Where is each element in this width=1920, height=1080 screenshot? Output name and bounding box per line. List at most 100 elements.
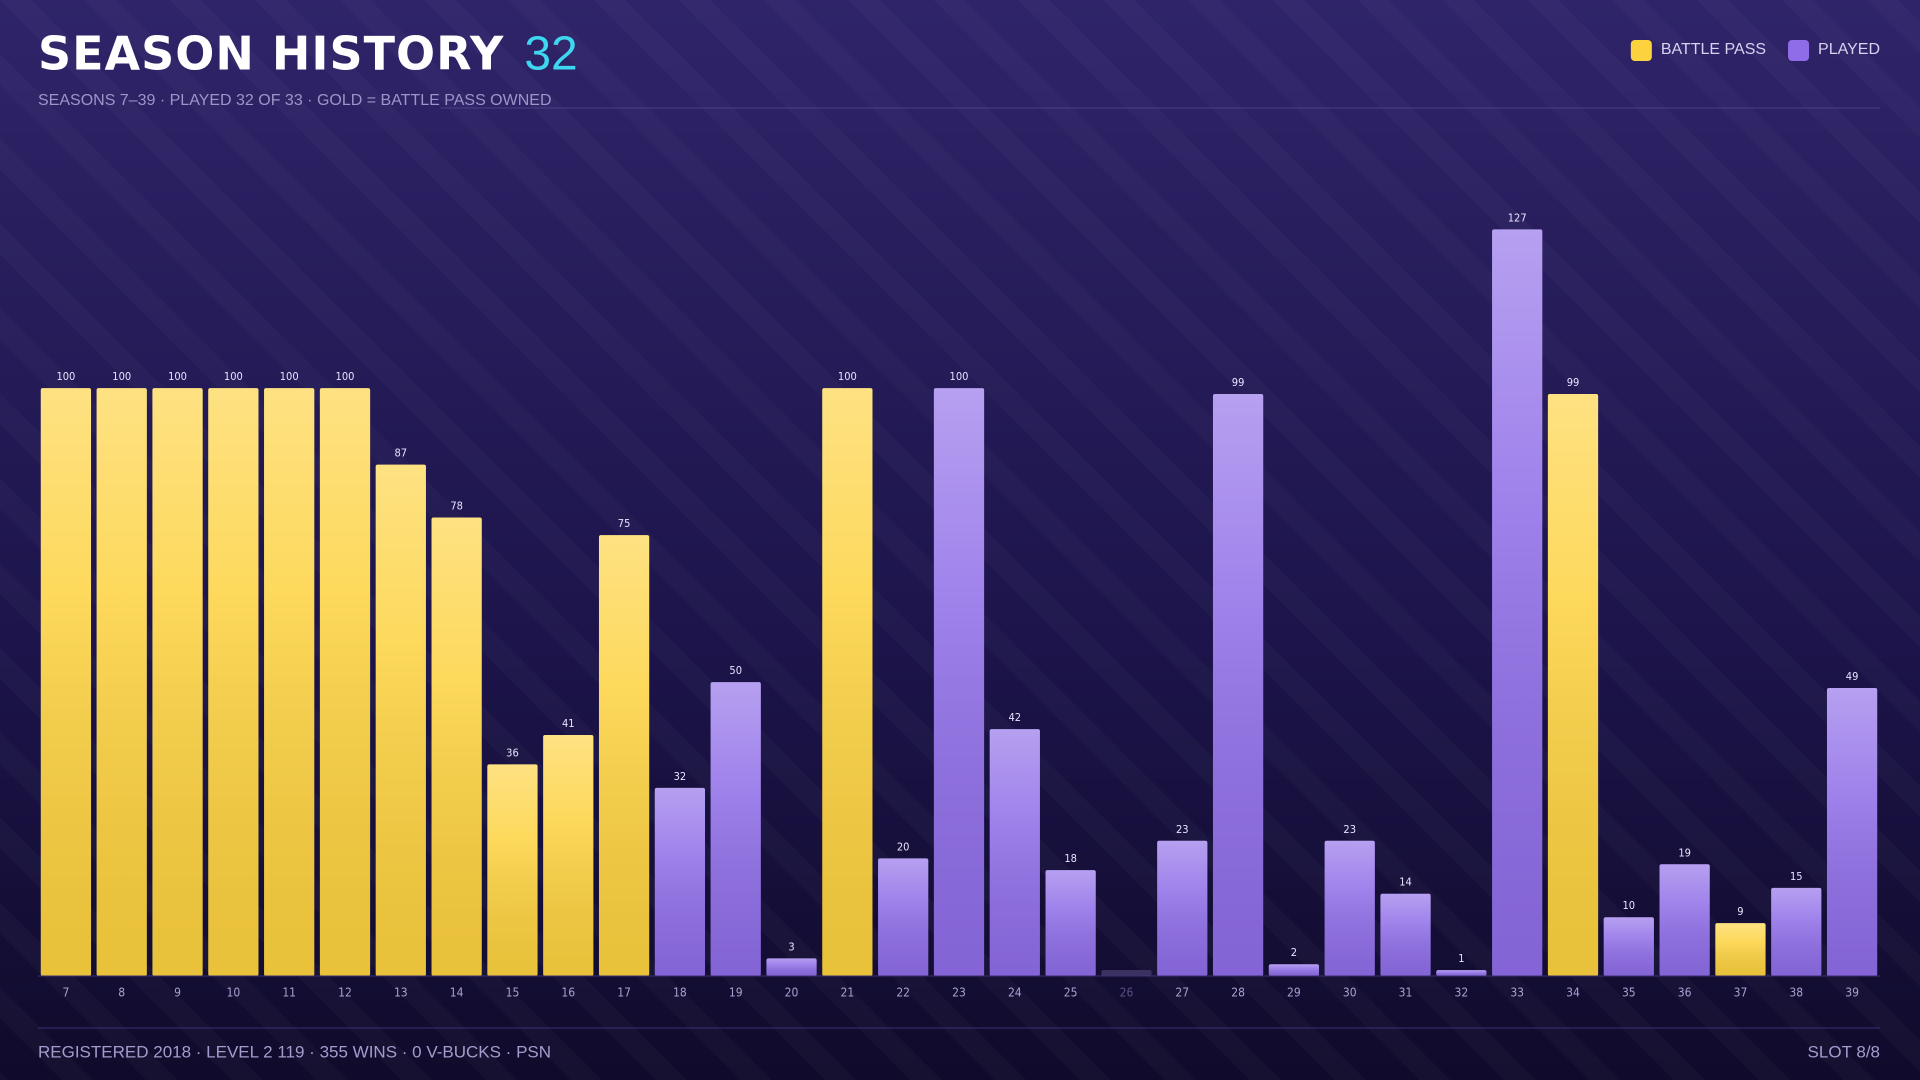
value-label: 23 — [1343, 823, 1356, 836]
x-tick-label: 21 — [840, 986, 854, 1000]
bar — [1771, 887, 1822, 976]
value-label: 50 — [729, 664, 742, 677]
value-label: 100 — [280, 370, 299, 383]
x-tick-label: 38 — [1789, 986, 1803, 1000]
value-label: 3 — [788, 940, 794, 953]
footer-slot: SLOT 8/8 — [1808, 1042, 1880, 1061]
x-tick-label: 15 — [506, 986, 520, 1000]
x-tick-label: 23 — [952, 986, 966, 1000]
x-tick-label: 25 — [1064, 986, 1078, 1000]
title: SEASON HISTORY — [38, 27, 504, 81]
bar — [264, 388, 315, 977]
bar — [1380, 893, 1431, 976]
bar — [152, 388, 203, 977]
value-label: 42 — [1009, 711, 1022, 724]
value-label: 15 — [1790, 870, 1803, 883]
legend-swatch — [1788, 40, 1810, 61]
subtitle: SEASONS 7–39 · PLAYED 32 OF 33 · GOLD = … — [38, 92, 552, 109]
bar — [1659, 864, 1710, 976]
value-label: 100 — [168, 370, 187, 383]
footer-info: REGISTERED 2018 · LEVEL 2 119 · 355 WINS… — [38, 1042, 551, 1061]
value-label: 75 — [618, 517, 631, 530]
bar — [1268, 964, 1320, 976]
x-tick-label: 27 — [1175, 986, 1189, 1000]
bar — [598, 535, 650, 976]
x-tick-label: 24 — [1008, 986, 1022, 1000]
x-tick-label: 28 — [1231, 986, 1245, 1000]
bar — [40, 388, 92, 977]
value-label: 100 — [838, 370, 857, 383]
x-tick-label: 33 — [1510, 986, 1524, 1000]
x-tick-label: 18 — [673, 986, 687, 1000]
x-tick-label: 16 — [561, 986, 575, 1000]
bar — [766, 958, 817, 976]
value-label: 32 — [674, 770, 687, 783]
x-tick-label: 12 — [338, 986, 352, 1000]
x-tick-label: 19 — [729, 986, 743, 1000]
x-tick-label: 8 — [118, 986, 125, 1000]
x-tick-label: 31 — [1399, 986, 1413, 1000]
bar — [710, 682, 761, 976]
value-label: 100 — [336, 370, 355, 383]
bar — [375, 464, 426, 976]
bar — [319, 388, 371, 977]
bar — [208, 388, 259, 977]
x-tick-label: 39 — [1845, 986, 1859, 1000]
bar — [487, 764, 538, 976]
value-label: 87 — [395, 447, 408, 460]
x-tick-label: 7 — [62, 986, 69, 1000]
value-label: 100 — [224, 370, 243, 383]
bar — [654, 787, 706, 976]
x-tick-label: 36 — [1678, 986, 1692, 1000]
x-tick-label: 37 — [1734, 986, 1748, 1000]
value-label: 36 — [506, 746, 519, 759]
x-tick-label: 35 — [1622, 986, 1636, 1000]
bar — [1826, 687, 1878, 976]
value-label: 99 — [1567, 376, 1580, 389]
x-tick-label: 26 — [1120, 986, 1134, 1000]
value-label: 14 — [1399, 876, 1412, 889]
x-tick-label: 30 — [1343, 986, 1357, 1000]
value-label: 41 — [562, 717, 575, 730]
value-label: 99 — [1232, 376, 1245, 389]
value-label: 2 — [1291, 946, 1297, 959]
bar — [431, 517, 482, 976]
bar — [1547, 394, 1599, 976]
x-tick-label: 20 — [785, 986, 799, 1000]
bar — [1436, 970, 1487, 976]
x-tick-label: 34 — [1566, 986, 1580, 1000]
bar — [989, 729, 1040, 976]
bar — [822, 388, 873, 977]
value-label: 100 — [112, 370, 131, 383]
bar — [1157, 840, 1208, 976]
played-count: 32 — [524, 28, 577, 81]
x-tick-label: 17 — [617, 986, 631, 1000]
legend-label: PLAYED — [1818, 41, 1880, 58]
x-tick-label: 29 — [1287, 986, 1301, 1000]
bar — [96, 388, 147, 977]
unplayed-stub — [1101, 970, 1152, 976]
x-tick-label: 9 — [174, 986, 181, 1000]
x-tick-label: 32 — [1454, 986, 1468, 1000]
legend-label: BATTLE PASS — [1661, 41, 1766, 58]
x-tick-label: 22 — [896, 986, 910, 1000]
value-label: 100 — [56, 370, 75, 383]
x-tick-label: 13 — [394, 986, 408, 1000]
value-label: 78 — [450, 499, 463, 512]
bar — [878, 858, 929, 976]
value-label: 23 — [1176, 823, 1189, 836]
value-label: 20 — [897, 840, 910, 853]
x-tick-label: 11 — [282, 986, 296, 1000]
x-tick-label: 14 — [450, 986, 464, 1000]
value-label: 100 — [950, 370, 969, 383]
legend-swatch — [1630, 40, 1652, 61]
value-label: 1 — [1458, 952, 1464, 965]
bar — [1492, 229, 1543, 976]
bar — [1603, 917, 1654, 976]
value-label: 10 — [1623, 899, 1636, 912]
bar — [933, 388, 985, 977]
value-label: 127 — [1508, 211, 1527, 224]
bar — [543, 734, 594, 976]
value-label: 49 — [1846, 670, 1859, 683]
